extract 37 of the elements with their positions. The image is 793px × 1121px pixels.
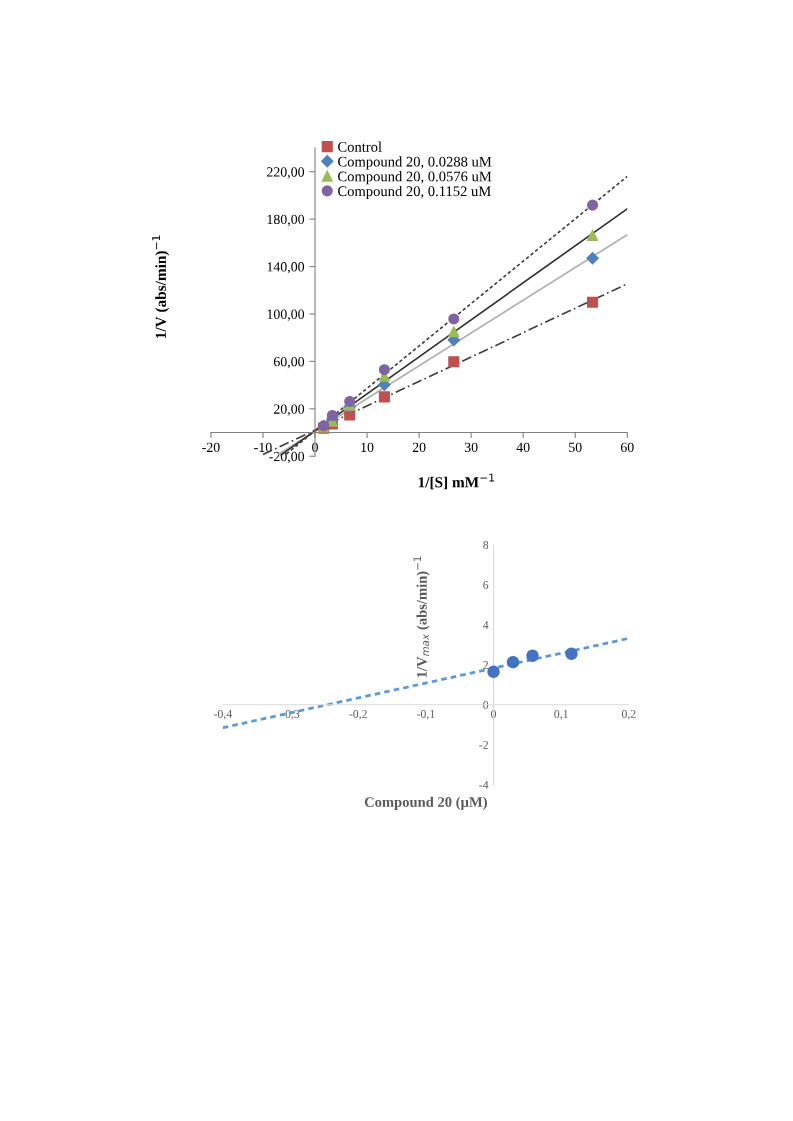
x-tick-label: -0,1: [416, 709, 435, 720]
x-tick-label: 50: [569, 442, 582, 453]
y-tick-label: 140,00: [267, 262, 305, 274]
x-axis-title: Compound 20 (µM): [364, 796, 487, 810]
y-tick-label: -4: [479, 781, 489, 789]
x-tick-label: 0,1: [554, 709, 568, 720]
x-tick-label: 0: [312, 442, 318, 453]
y-tick-label: 180,00: [267, 214, 305, 227]
x-tick-label: 40: [516, 442, 530, 453]
y-tick-label: 0: [483, 700, 489, 709]
y-tick-label: 20,00: [273, 404, 305, 416]
y-axis-title: 1/V (abs/min)$^{−1}$: [152, 235, 170, 339]
x-tick-label: -0,2: [349, 709, 367, 720]
x-tick-label: 60: [620, 442, 634, 453]
y-tick-label: 4: [482, 621, 489, 629]
y-tick-label: 220,00: [267, 167, 305, 179]
y-tick-label: -20,00: [269, 451, 305, 464]
y-tick-label: 6: [483, 581, 489, 589]
legend-label: Compound 20, 0.1152 uM: [338, 185, 491, 200]
legend-label: Compound 20, 0.0288 uM: [338, 156, 492, 170]
legend-label: Control: [338, 141, 382, 152]
y-tick-label: 2: [483, 661, 488, 669]
y-tick-label: -2: [479, 741, 488, 749]
x-tick-label: 10: [361, 442, 374, 453]
y-tick-label: 100,00: [267, 309, 305, 321]
x-tick-label: -0,3: [281, 709, 300, 720]
y-tick-label: 60,00: [273, 356, 305, 369]
legend-label: Compound 20, 0.0576 uM: [338, 171, 492, 185]
x-tick-label: -10: [254, 442, 272, 453]
y-tick-label: 8: [483, 541, 489, 550]
x-tick-label: 30: [464, 442, 478, 453]
y-axis-title: 1/V$_{max}$ (abs/min)$^{−1}$: [413, 556, 430, 678]
x-tick-label: -20: [202, 442, 220, 453]
x-tick-label: 0,2: [621, 709, 636, 720]
x-tick-label: -0,4: [213, 709, 232, 720]
x-tick-label: 20: [412, 442, 426, 453]
x-axis-title: 1/[S] mM$^{−1}$: [418, 473, 495, 490]
